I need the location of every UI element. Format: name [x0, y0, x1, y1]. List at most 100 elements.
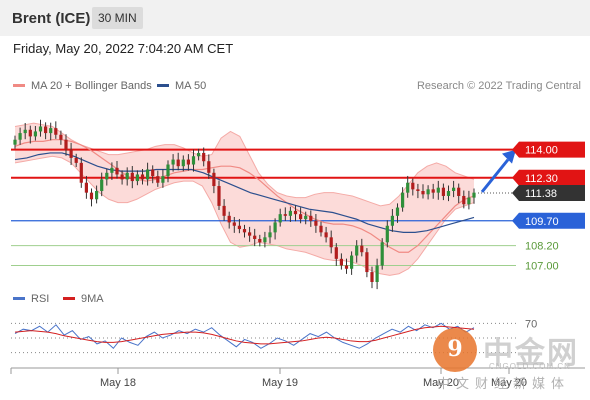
research-credit: Research © 2022 Trading Central [416, 80, 581, 92]
x-tick-label: May 18 [100, 377, 136, 389]
level-label: 112.30 [525, 173, 558, 185]
candle-body [385, 225, 389, 243]
candle-body [146, 169, 150, 180]
candle-body [181, 159, 185, 167]
level-label: 108.20 [525, 241, 559, 253]
level-tag [512, 184, 585, 201]
candle-body [446, 191, 451, 196]
ma20-line [14, 139, 475, 253]
legend-ma50: MA 50 [157, 80, 206, 92]
candle-body [467, 197, 471, 205]
candle-body [186, 159, 190, 165]
rsi-9ma-line [14, 325, 475, 345]
candle-body [69, 149, 73, 158]
legend-swatch-rsi [13, 296, 25, 300]
candle-body [38, 126, 43, 132]
x-tick-label: May 19 [262, 377, 298, 389]
rsi-line [14, 322, 475, 349]
watermark-sub: 中文财经新媒体 [437, 376, 571, 391]
candle-body [268, 232, 272, 238]
candle-body [44, 126, 48, 134]
candle-body [84, 182, 88, 193]
bollinger-band-area [15, 123, 474, 276]
x-axis: May 18 May 19 May 20 May 20 [10, 367, 585, 389]
candle-body [130, 172, 134, 182]
candle-body [375, 265, 379, 282]
candle-body [421, 191, 425, 195]
x-tick-label: May 20 [491, 377, 527, 389]
candle-body [140, 174, 145, 180]
candle-body [299, 214, 303, 220]
legend-label-ma50: MA 50 [175, 80, 207, 92]
candle-body [472, 192, 476, 198]
candle-body [395, 207, 400, 216]
candle-body [227, 215, 231, 223]
level-labels: 114.00 112.30 111.38 109.70 108.20 107.00 [512, 141, 585, 272]
candle-body [339, 258, 343, 266]
candle-body [457, 187, 461, 196]
rsi-level-label: 70 [525, 318, 537, 330]
legend-swatch-ma20 [13, 83, 25, 87]
candle-body [115, 167, 119, 175]
candle-body [161, 176, 165, 183]
candle-body [411, 182, 415, 190]
ma50-line [14, 152, 475, 233]
level-tag [512, 169, 585, 186]
candle-body [151, 169, 155, 177]
forecast-arrow-line [480, 158, 510, 193]
candle-body [360, 245, 364, 253]
candle-body [319, 225, 323, 233]
candle-body [253, 235, 257, 239]
candle-body [217, 186, 221, 206]
candle-body [23, 129, 27, 134]
candle-body [263, 237, 267, 243]
candle-body [355, 245, 359, 256]
bollinger-bands [14, 122, 475, 276]
candle-body [242, 229, 247, 233]
candle-body [202, 152, 206, 162]
instrument-title: Brent (ICE) [12, 10, 91, 27]
candle-body [324, 232, 328, 238]
legend-label-rsi: RSI [31, 293, 50, 305]
bollinger-upper-line [14, 122, 475, 207]
candle-body [283, 214, 287, 216]
watermark-logo-glyph: 9 [447, 336, 463, 362]
candle-body [13, 139, 17, 145]
candle-body [89, 192, 94, 200]
candle-body [49, 128, 53, 134]
level-tag [512, 141, 585, 158]
interval-button[interactable]: 30 MIN [92, 7, 143, 29]
candle-body [197, 152, 201, 157]
candle-body [329, 237, 333, 248]
candle-body [100, 179, 104, 191]
level-label: 111.38 [525, 188, 557, 200]
candle-body [344, 265, 349, 269]
legend-label-9ma: 9MA [81, 293, 104, 305]
candle-body [314, 220, 318, 226]
candle-body [278, 214, 282, 223]
forecast-arrow-head [502, 149, 516, 164]
candle-body [365, 252, 369, 273]
level-tag [512, 212, 585, 229]
candle-body [309, 215, 313, 221]
candle-body [28, 129, 32, 137]
candle-body [64, 139, 68, 150]
candle-body [401, 192, 405, 208]
candle-body [54, 128, 58, 135]
candle-body [212, 172, 216, 187]
candle-body [334, 247, 338, 259]
candle-body [125, 172, 129, 180]
candle-body [95, 191, 99, 200]
candle-body [232, 222, 236, 226]
candle-body [222, 205, 226, 216]
candle-body [74, 157, 78, 163]
bollinger-lower-line [14, 155, 475, 276]
candle-body [350, 255, 354, 269]
watermark-url: CNGOLD.COM.CN [489, 362, 571, 371]
level-lines [11, 148, 516, 266]
candle-body [416, 189, 420, 191]
candle-body [258, 238, 262, 243]
rsi-panel: 70 [11, 318, 537, 354]
candle-body [380, 242, 384, 266]
